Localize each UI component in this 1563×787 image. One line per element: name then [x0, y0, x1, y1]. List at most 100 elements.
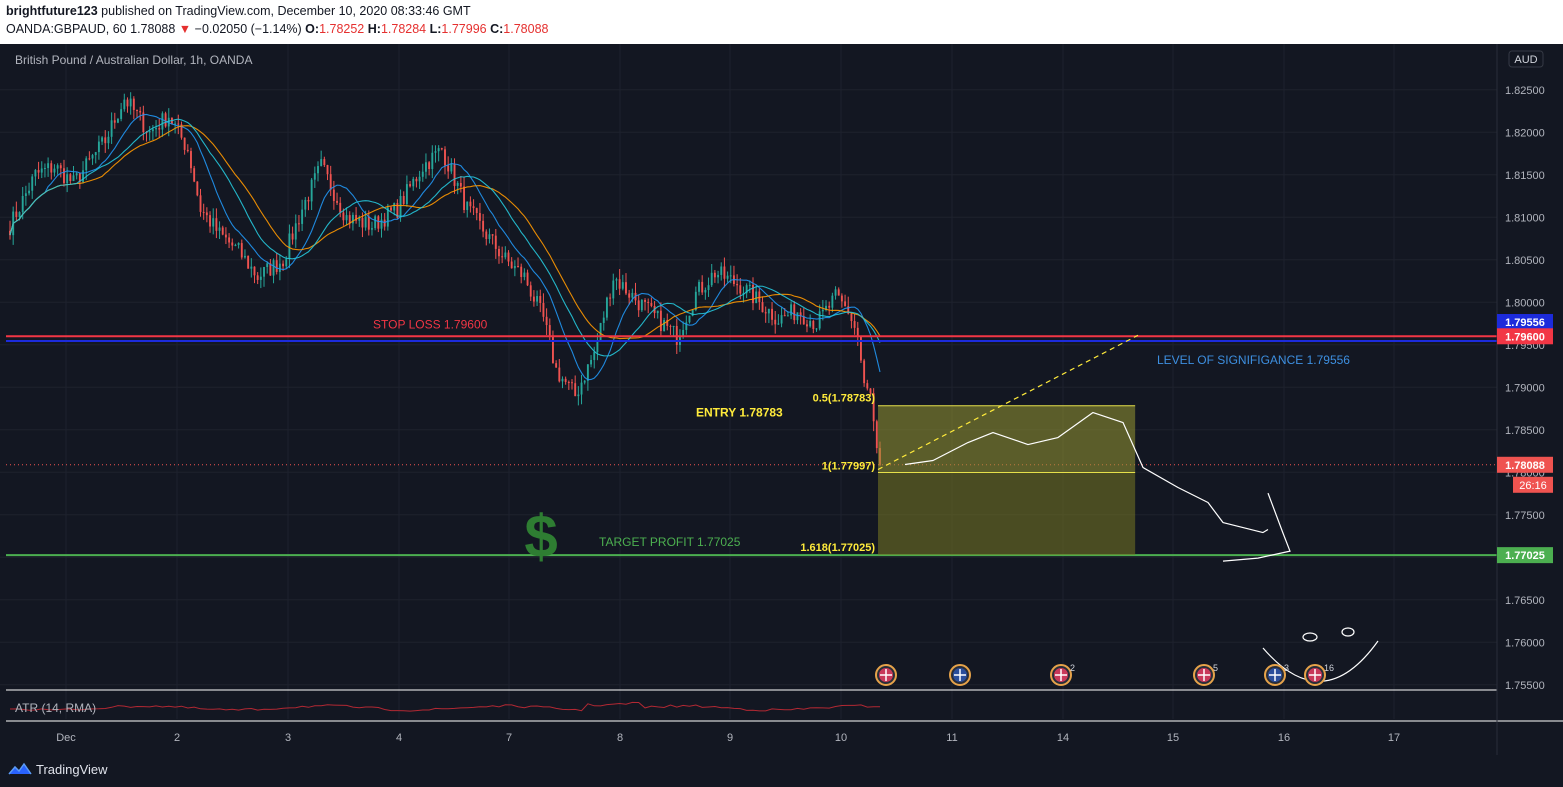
candle-body [780, 315, 783, 324]
price-chart[interactable]: STOP LOSS 1.79600 LEVEL OF SIGNIFIGANCE 1… [0, 44, 1563, 755]
price-tick-label: 1.75500 [1505, 680, 1545, 692]
candle-body [663, 320, 666, 331]
grid [0, 44, 1497, 719]
candle-body [339, 202, 342, 213]
candle-body [393, 203, 396, 211]
event-count: 5 [1213, 663, 1218, 673]
countdown-label: 26:16 [1519, 480, 1547, 492]
currency-badge-box[interactable] [1508, 50, 1544, 68]
candle-body [574, 383, 577, 397]
open-value: 1.78252 [319, 22, 365, 36]
candle-body [720, 266, 723, 275]
candle-body [231, 242, 234, 246]
candle-body [704, 290, 707, 293]
candle-body [199, 195, 202, 212]
candle-body [390, 207, 392, 211]
candle-body [405, 184, 408, 204]
low-value: 1.77996 [441, 22, 487, 36]
significance-price-badge-box [1497, 314, 1553, 331]
candle-body [18, 212, 21, 217]
low-label: L: [429, 22, 442, 36]
candle-body [809, 320, 812, 327]
time-tick-label: 10 [835, 732, 847, 744]
candle-body [386, 207, 389, 227]
axes: 1.82500 1.82000 1.81500 1.81000 1.80500 1.800… [56, 44, 1553, 755]
candle-body [228, 237, 231, 243]
candle-body [786, 315, 789, 317]
candle-body [783, 315, 786, 317]
candle-body [631, 292, 634, 298]
candle-body [825, 305, 827, 310]
candle-body [713, 272, 716, 278]
significance-price-badge: 1.79556 [1505, 317, 1545, 329]
time-tick-label: 9 [727, 732, 733, 744]
candle-body [196, 181, 199, 196]
event-count: 16 [1324, 663, 1334, 673]
candle-body [396, 203, 399, 218]
candle-body [447, 165, 450, 172]
candle-body [691, 310, 694, 316]
candle-body [88, 158, 91, 160]
target-price-badge: 1.77025 [1505, 550, 1545, 562]
candle-body [644, 300, 646, 302]
candle-body [526, 272, 529, 286]
candle-body [415, 178, 418, 182]
candle-body [174, 123, 177, 125]
candle-body [834, 289, 837, 296]
candle-body [640, 300, 643, 311]
candle-body [523, 272, 526, 278]
candle-body [205, 212, 208, 216]
candle-body [301, 209, 304, 224]
currency-badge[interactable]: AUD [1514, 54, 1537, 66]
price-tick-label: 1.81000 [1505, 212, 1545, 224]
price-tick-label: 1.80000 [1505, 297, 1545, 309]
candle-body [161, 113, 164, 130]
candle-body [323, 159, 326, 166]
candle-body [596, 340, 599, 353]
candle-body [180, 124, 183, 138]
tradingview-brand[interactable]: TradingView [8, 761, 108, 777]
candle-body [761, 302, 764, 313]
candle-body [488, 234, 491, 239]
chart-panel[interactable]: STOP LOSS 1.79600 LEVEL OF SIGNIFIGANCE 1… [0, 44, 1563, 755]
candle-body [450, 163, 453, 172]
price-tick-label: 1.78500 [1505, 425, 1545, 437]
candle-body [101, 137, 104, 142]
candle-body [472, 206, 475, 209]
candle-body [320, 159, 323, 167]
candle-body [310, 179, 313, 202]
candle-body [602, 317, 605, 323]
candle-body [625, 282, 627, 294]
candle-body [650, 303, 653, 306]
candle-body [729, 275, 732, 277]
candle-body [148, 131, 151, 133]
candle-body [577, 394, 580, 397]
candle-body [637, 300, 640, 311]
candle-body [177, 123, 180, 125]
candle-body [377, 216, 380, 229]
candle-body [742, 293, 745, 295]
candle-body [263, 267, 265, 277]
candle-body [282, 263, 285, 267]
event-count: 3 [1284, 663, 1289, 673]
candle-body [104, 137, 107, 144]
candle-body [355, 214, 358, 221]
candle-body [463, 186, 466, 211]
trend-line-dashed [877, 334, 1139, 471]
time-tick-label: 3 [285, 732, 291, 744]
candle-body [155, 128, 158, 130]
candle-body [485, 231, 488, 239]
candle-body [224, 234, 227, 238]
candle-body [348, 215, 351, 224]
candle-body [612, 280, 615, 299]
time-tick-label: 16 [1278, 732, 1290, 744]
candle-body [580, 382, 583, 395]
candle-body [799, 312, 802, 317]
publisher-name[interactable]: brightfuture123 [6, 4, 98, 18]
time-tick-label: Dec [56, 732, 76, 744]
candle-body [767, 308, 770, 314]
candle-body [428, 162, 431, 169]
time-tick-label: 11 [946, 732, 957, 744]
candle-body [453, 163, 456, 186]
candle-body [24, 193, 27, 196]
